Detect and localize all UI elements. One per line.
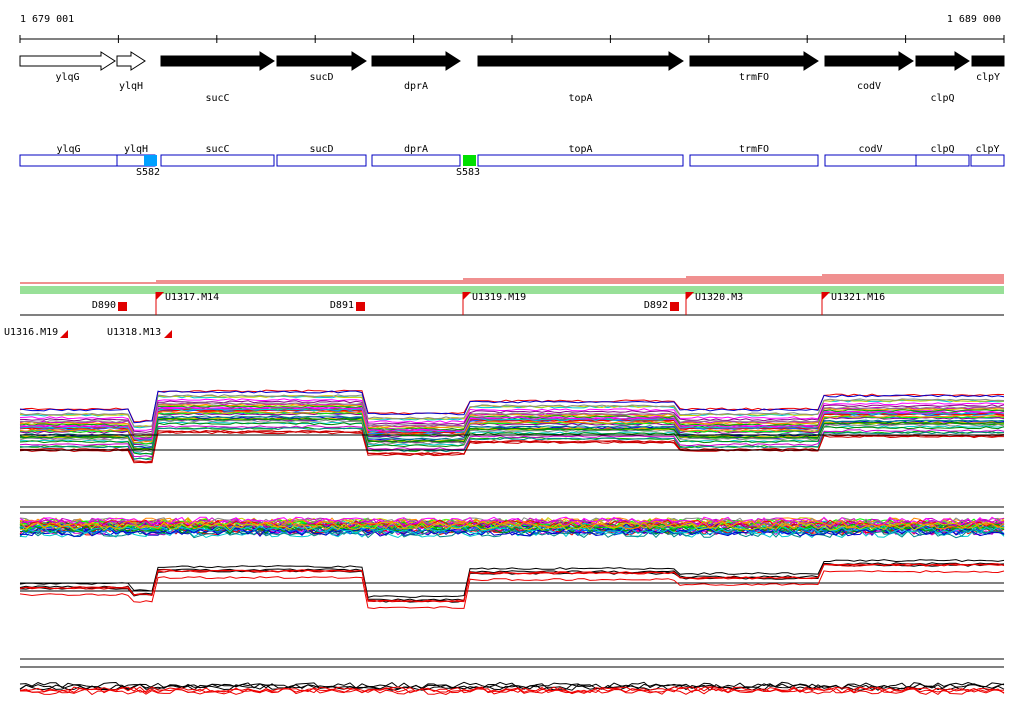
profile-line (19, 559, 1005, 599)
variant-square (118, 302, 127, 311)
feature-box (915, 154, 970, 167)
gene-label: dprA (404, 81, 428, 92)
profile-line (19, 521, 1005, 531)
variant-flag (463, 292, 471, 300)
profile-line (19, 426, 1005, 460)
gene-arrow (477, 51, 684, 71)
feature-box (477, 154, 684, 167)
profile-line (19, 430, 1005, 464)
feature-label: dprA (404, 144, 428, 155)
gene-label: clpQ (930, 93, 954, 104)
profile-line (19, 394, 1005, 428)
variant-flag (156, 292, 164, 300)
variant-square (670, 302, 679, 311)
feature-box (689, 154, 819, 167)
profile-line (19, 519, 1005, 529)
gene-arrow (116, 51, 146, 71)
profile-line (19, 410, 1005, 443)
gene-arrow (160, 51, 275, 71)
variant-label: U1319.M19 (472, 292, 526, 303)
marker-label: S583 (456, 167, 480, 178)
profile-line (19, 520, 1005, 530)
gene-arrow (915, 51, 970, 71)
profile-line (19, 688, 1005, 696)
feature-label: clpQ (930, 144, 954, 155)
profile-line (19, 408, 1005, 442)
gene-arrow (689, 51, 819, 71)
feature-box (160, 154, 275, 167)
variant-label: U1320.M3 (695, 292, 743, 303)
profile-line (19, 402, 1005, 435)
profile-line (19, 524, 1005, 535)
profile-line (19, 520, 1005, 530)
profile-line (19, 427, 1005, 461)
gene-label: sucD (309, 72, 333, 83)
profile-line (19, 422, 1005, 455)
profile-line (19, 527, 1005, 537)
variant-label: U1321.M16 (831, 292, 885, 303)
profile-line (19, 516, 1005, 526)
profile-line (19, 419, 1005, 453)
feature-label: ylqH (124, 144, 148, 155)
profile-line (19, 406, 1005, 440)
feature-label: sucC (205, 144, 229, 155)
variant-label: D891 (330, 300, 354, 311)
profile-line (19, 563, 1005, 603)
profile-line (19, 431, 1004, 464)
feature-label: trmFO (739, 144, 769, 155)
variant-label: U1316.M19 (4, 327, 58, 338)
gene-arrow (276, 51, 367, 71)
variant-label: D890 (92, 300, 116, 311)
feature-box (19, 154, 118, 167)
profile-line (19, 562, 1005, 602)
variant-label: D892 (644, 300, 668, 311)
feature-box (371, 154, 461, 167)
profile-line (19, 398, 1005, 431)
feature-box (970, 154, 1005, 167)
gene-arrow (824, 51, 914, 71)
profile-line (19, 417, 1005, 451)
gene-label: trmFO (739, 72, 769, 83)
gene-label: codV (857, 81, 881, 92)
profile-line (19, 390, 1005, 424)
gene-label: clpY (976, 72, 1000, 83)
profile-line (19, 412, 1005, 446)
variant-flag (686, 292, 694, 300)
variant-square (356, 302, 365, 311)
feature-label: sucD (309, 144, 333, 155)
variant-triangle (164, 330, 172, 338)
gene-label: topA (568, 93, 592, 104)
ruler-start: 1 679 001 (20, 14, 74, 25)
feature-box (824, 154, 917, 167)
profile-line (19, 400, 1005, 433)
feature-label: codV (858, 144, 882, 155)
ruler-end: 1 689 000 (947, 14, 1001, 25)
feature-marker (144, 155, 157, 166)
feature-label: ylqG (56, 144, 80, 155)
profile-line (19, 425, 1005, 458)
feature-label: clpY (975, 144, 999, 155)
marker-label: S582 (136, 167, 160, 178)
feature-label: topA (568, 144, 592, 155)
profile-line (19, 408, 1005, 441)
variant-label: U1317.M14 (165, 292, 219, 303)
gene-arrow (971, 55, 1005, 67)
variant-flag (822, 292, 830, 300)
gene-label: ylqH (119, 81, 143, 92)
gene-label: ylqG (55, 72, 79, 83)
gene-label: sucC (205, 93, 229, 104)
feature-marker (463, 155, 476, 166)
gene-arrow (371, 51, 461, 71)
gene-arrow (19, 51, 116, 71)
profile-line (19, 570, 1005, 610)
variant-label: U1318.M13 (107, 327, 161, 338)
variant-triangle (60, 330, 68, 338)
profile-line (19, 415, 1005, 448)
feature-box (276, 154, 367, 167)
